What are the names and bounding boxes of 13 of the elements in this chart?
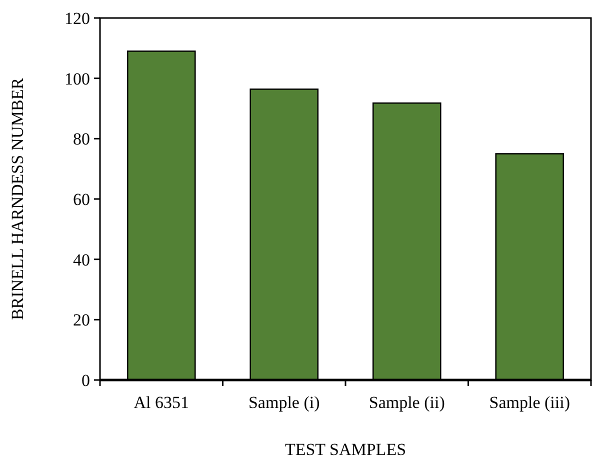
- x-axis-title: TEST SAMPLES: [284, 440, 406, 459]
- y-tick-label: 100: [64, 69, 90, 88]
- y-axis-title: BRINELL HARNDESS NUMBER: [8, 77, 27, 320]
- y-tick-label: 20: [73, 310, 90, 330]
- y-tick-label: 80: [73, 130, 90, 149]
- y-tick-label: 60: [73, 190, 90, 209]
- x-tick-label: Sample (i): [248, 393, 320, 412]
- y-tick-label: 120: [64, 8, 90, 28]
- x-tick-label: Al 6351: [134, 393, 189, 412]
- y-tick-label: 0: [82, 370, 90, 390]
- x-tick-label: Sample (iii): [489, 393, 570, 412]
- y-tick-label: 40: [73, 250, 90, 270]
- x-tick-label: Sample (ii): [368, 393, 445, 412]
